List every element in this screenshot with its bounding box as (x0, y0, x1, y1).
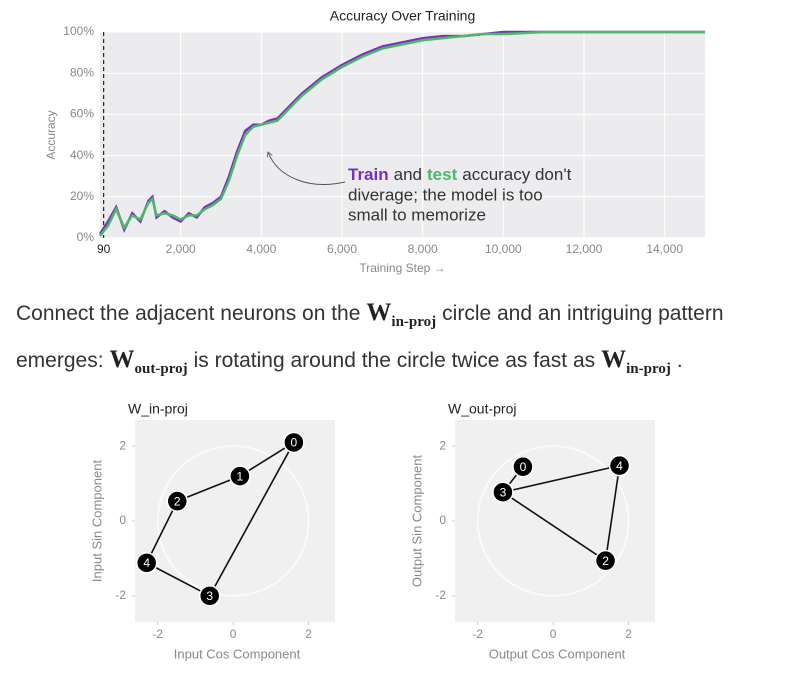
chart-title: W_out-proj (448, 401, 516, 417)
x-tick-label: 0 (550, 627, 557, 641)
x-tick-label: 4,000 (246, 242, 276, 256)
paragraph: Connect the adjacent neurons on the Win-p… (16, 294, 791, 388)
unit-circle (476, 445, 630, 597)
neuron-link (176, 475, 241, 502)
neuron-point (166, 490, 189, 512)
y-tick-label: 100% (63, 24, 94, 38)
y-tick-label: 80% (70, 65, 94, 79)
neuron-point (135, 552, 158, 574)
y-axis-label: Accuracy (44, 110, 58, 159)
symbol: W (601, 346, 627, 373)
x-axis-label: Training Step → (359, 261, 445, 275)
neuron-label: 2 (602, 554, 609, 568)
annotation-train: Train (348, 165, 389, 184)
neuron-label: 3 (500, 485, 507, 499)
x-tick-label: 14,000 (646, 242, 683, 256)
annotation-text: small to memorize (348, 205, 486, 224)
neuron-link (146, 562, 211, 597)
paragraph-text: . (676, 349, 683, 372)
chart-title: W_in-proj (128, 401, 188, 417)
neuron-label: 1 (237, 469, 244, 483)
x-axis-label: Output Cos Component (489, 646, 626, 661)
x-tick-label: 12,000 (566, 242, 603, 256)
neuron-point (198, 585, 221, 607)
neuron-link (145, 500, 178, 564)
y-tick-label: 20% (70, 189, 94, 203)
subscript: in-proj (626, 361, 671, 377)
plot-background (100, 32, 705, 238)
y-tick-label: -2 (435, 588, 446, 602)
x-tick-label: 2 (305, 627, 312, 641)
neuron-point (492, 481, 514, 503)
series-line (99, 30, 705, 237)
neuron-point (512, 456, 534, 478)
neuron-link (209, 442, 295, 597)
plot-background (455, 420, 655, 622)
neuron-link (502, 464, 620, 493)
neuron-link (604, 465, 621, 561)
neuron-label: 2 (174, 494, 181, 508)
paragraph-text: Connect the adjacent neurons on the (16, 302, 361, 325)
subscript: in-proj (391, 314, 437, 330)
x-tick-label: -2 (152, 627, 163, 641)
neuron-point (608, 454, 631, 477)
y-tick-label: 40% (70, 148, 94, 162)
plot-background (135, 420, 335, 622)
x-tick-label: 0 (230, 627, 237, 641)
y-axis-label: Input Sin Component (89, 460, 104, 583)
y-tick-label: 0% (77, 230, 95, 244)
x-tick-label: 2,000 (166, 242, 196, 256)
y-tick-label: 2 (119, 438, 126, 452)
x-tick-label: -2 (472, 627, 483, 641)
y-tick-label: 60% (70, 107, 94, 121)
x-tick-label: 10,000 (485, 242, 522, 256)
x-tick-label: 6,000 (327, 242, 357, 256)
chart-title: Accuracy Over Training (330, 8, 476, 24)
annotation-text: and (394, 165, 422, 184)
x-axis-label: Input Cos Component (174, 646, 301, 661)
symbol: W (366, 299, 392, 326)
annotation-text: diverage; the model is too (348, 185, 543, 204)
neuron-label: 3 (206, 589, 213, 603)
annotation-line: Train and test accuracy don't (348, 165, 572, 184)
annotation-test: test (427, 165, 458, 184)
neuron-label: 0 (520, 460, 527, 474)
math-symbol: Win-proj (366, 299, 436, 330)
y-tick-label: 0 (439, 513, 446, 527)
annotation-arrow (266, 151, 346, 185)
y-axis-label: Output Sin Component (409, 454, 424, 587)
y-tick-label: 0 (119, 513, 126, 527)
neuron-point (229, 465, 251, 487)
symbol: W (109, 346, 135, 373)
math-symbol: Win-proj (601, 346, 671, 377)
annotation-text: accuracy don't (462, 165, 571, 184)
paragraph-text: circle and an intriguing pattern emerges… (16, 302, 724, 372)
paragraph-text: is rotating around the circle twice as f… (193, 349, 596, 372)
math-symbol: Wout-proj (109, 346, 188, 377)
neuron-label: 0 (291, 436, 298, 450)
x-tick-label: 8,000 (408, 242, 438, 256)
neuron-point (283, 431, 305, 454)
neuron-label: 4 (143, 556, 150, 570)
neuron-link (502, 491, 607, 562)
y-tick-label: -2 (115, 588, 126, 602)
unit-circle (156, 445, 310, 597)
neuron-point (594, 549, 617, 572)
y-tick-label: 2 (439, 438, 446, 452)
neuron-label: 4 (616, 459, 623, 473)
step-marker-label: 90 (97, 242, 111, 256)
subscript: out-proj (134, 361, 188, 377)
x-tick-label: 2 (625, 627, 632, 641)
